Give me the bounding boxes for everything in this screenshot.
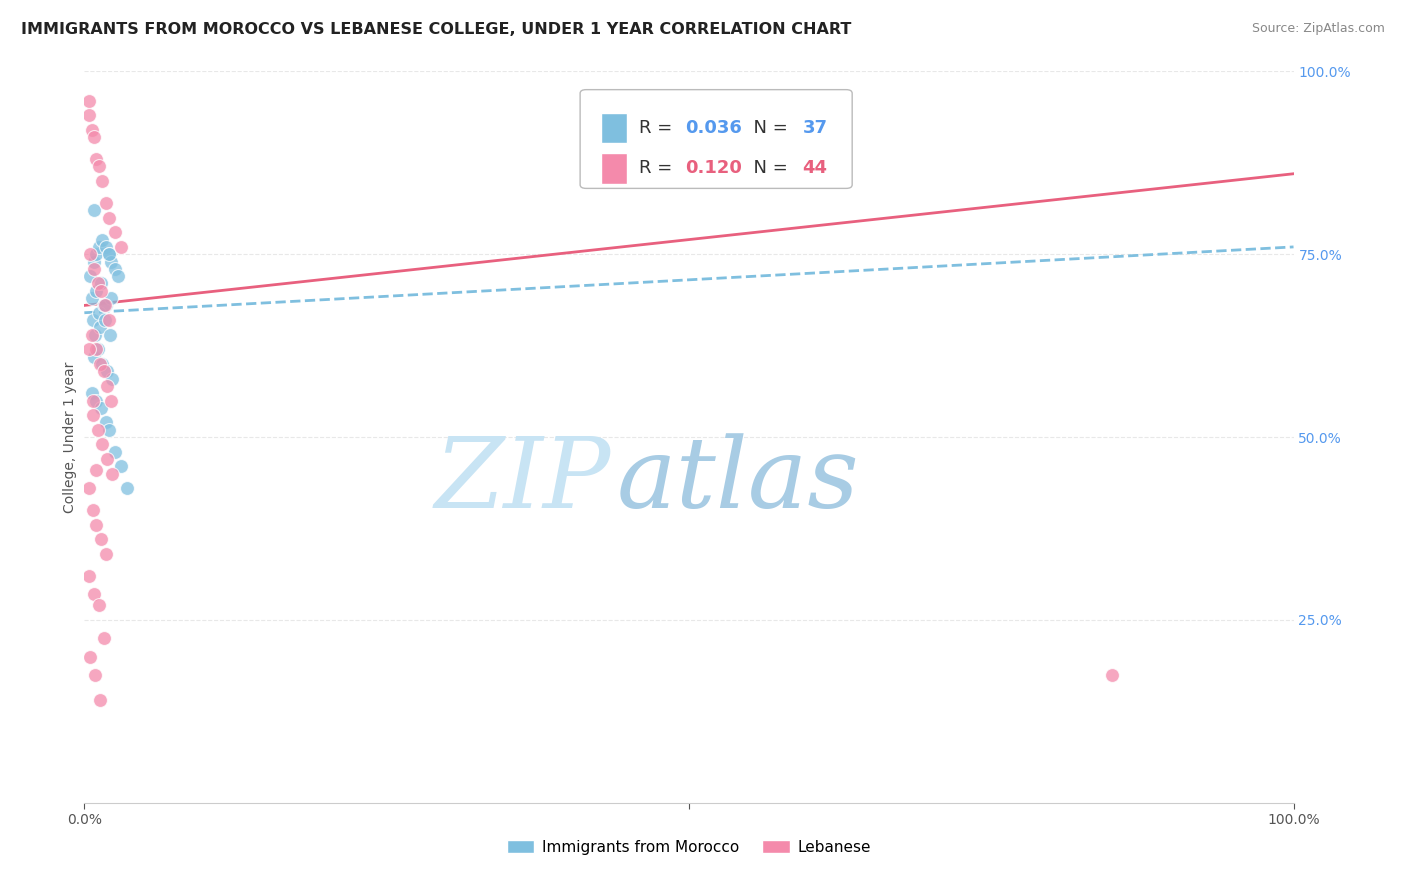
Point — [100, 291, 122, 305]
FancyBboxPatch shape — [600, 112, 627, 144]
Legend: Immigrants from Morocco, Lebanese: Immigrants from Morocco, Lebanese — [501, 834, 877, 861]
Point — [115, 481, 138, 495]
Point — [79, 649, 101, 664]
Text: R =: R = — [640, 119, 678, 137]
Point — [91, 174, 114, 188]
Text: N =: N = — [742, 160, 793, 178]
Point — [90, 277, 112, 291]
Point — [94, 313, 117, 327]
Point — [83, 203, 105, 218]
Point — [80, 327, 103, 342]
Text: R =: R = — [640, 160, 678, 178]
Text: ZIP: ZIP — [434, 434, 610, 529]
Point — [79, 247, 101, 261]
Point — [90, 284, 112, 298]
Point — [86, 463, 108, 477]
Text: 44: 44 — [803, 160, 828, 178]
Point — [87, 599, 110, 613]
Point — [77, 94, 100, 108]
Point — [83, 254, 105, 268]
Point — [86, 343, 108, 357]
Point — [80, 386, 103, 401]
Point — [86, 277, 108, 291]
Point — [89, 357, 111, 371]
Point — [77, 481, 100, 495]
Point — [83, 261, 105, 276]
Point — [94, 298, 117, 312]
Point — [80, 291, 103, 305]
Point — [96, 379, 118, 393]
Point — [93, 632, 115, 646]
Point — [96, 452, 118, 467]
Y-axis label: College, Under 1 year: College, Under 1 year — [63, 361, 77, 513]
Point — [86, 517, 108, 532]
Point — [101, 371, 124, 385]
Point — [77, 343, 100, 357]
Point — [87, 240, 110, 254]
Point — [90, 533, 112, 547]
Point — [94, 547, 117, 561]
Point — [1101, 667, 1123, 681]
Point — [94, 416, 117, 430]
Point — [89, 693, 111, 707]
Point — [94, 298, 117, 312]
FancyBboxPatch shape — [600, 153, 627, 184]
Point — [94, 196, 117, 211]
Point — [83, 130, 105, 145]
Point — [97, 247, 120, 261]
Point — [89, 320, 111, 334]
Point — [77, 569, 100, 583]
Point — [93, 364, 115, 378]
Point — [77, 108, 100, 122]
Point — [82, 408, 104, 422]
Point — [101, 467, 124, 481]
Point — [82, 313, 104, 327]
Point — [104, 225, 127, 239]
Point — [91, 357, 114, 371]
Point — [94, 240, 117, 254]
Point — [91, 233, 114, 247]
Point — [87, 306, 110, 320]
Point — [80, 123, 103, 137]
Point — [107, 269, 129, 284]
Point — [86, 393, 108, 408]
Text: IMMIGRANTS FROM MOROCCO VS LEBANESE COLLEGE, UNDER 1 YEAR CORRELATION CHART: IMMIGRANTS FROM MOROCCO VS LEBANESE COLL… — [21, 22, 852, 37]
Point — [91, 437, 114, 451]
Text: N =: N = — [742, 119, 793, 137]
Point — [87, 160, 110, 174]
Point — [97, 247, 120, 261]
Point — [86, 343, 108, 357]
Point — [96, 364, 118, 378]
Point — [110, 459, 132, 474]
Point — [83, 587, 105, 601]
Point — [86, 284, 108, 298]
Point — [104, 444, 127, 458]
Point — [86, 423, 108, 437]
Point — [97, 313, 120, 327]
Text: atlas: atlas — [616, 434, 859, 529]
Point — [98, 327, 121, 342]
Point — [82, 503, 104, 517]
Point — [82, 393, 104, 408]
Point — [90, 401, 112, 415]
Point — [79, 269, 101, 284]
Point — [84, 667, 107, 681]
Point — [110, 240, 132, 254]
Point — [84, 327, 107, 342]
Point — [86, 152, 108, 166]
Text: Source: ZipAtlas.com: Source: ZipAtlas.com — [1251, 22, 1385, 36]
Point — [100, 393, 122, 408]
Text: 37: 37 — [803, 119, 828, 137]
Point — [97, 423, 120, 437]
Text: 0.036: 0.036 — [685, 119, 742, 137]
Point — [86, 247, 108, 261]
Point — [97, 211, 120, 225]
Text: 0.120: 0.120 — [685, 160, 742, 178]
Point — [104, 261, 127, 276]
FancyBboxPatch shape — [581, 90, 852, 188]
Point — [93, 298, 115, 312]
Point — [100, 254, 122, 268]
Point — [83, 350, 105, 364]
